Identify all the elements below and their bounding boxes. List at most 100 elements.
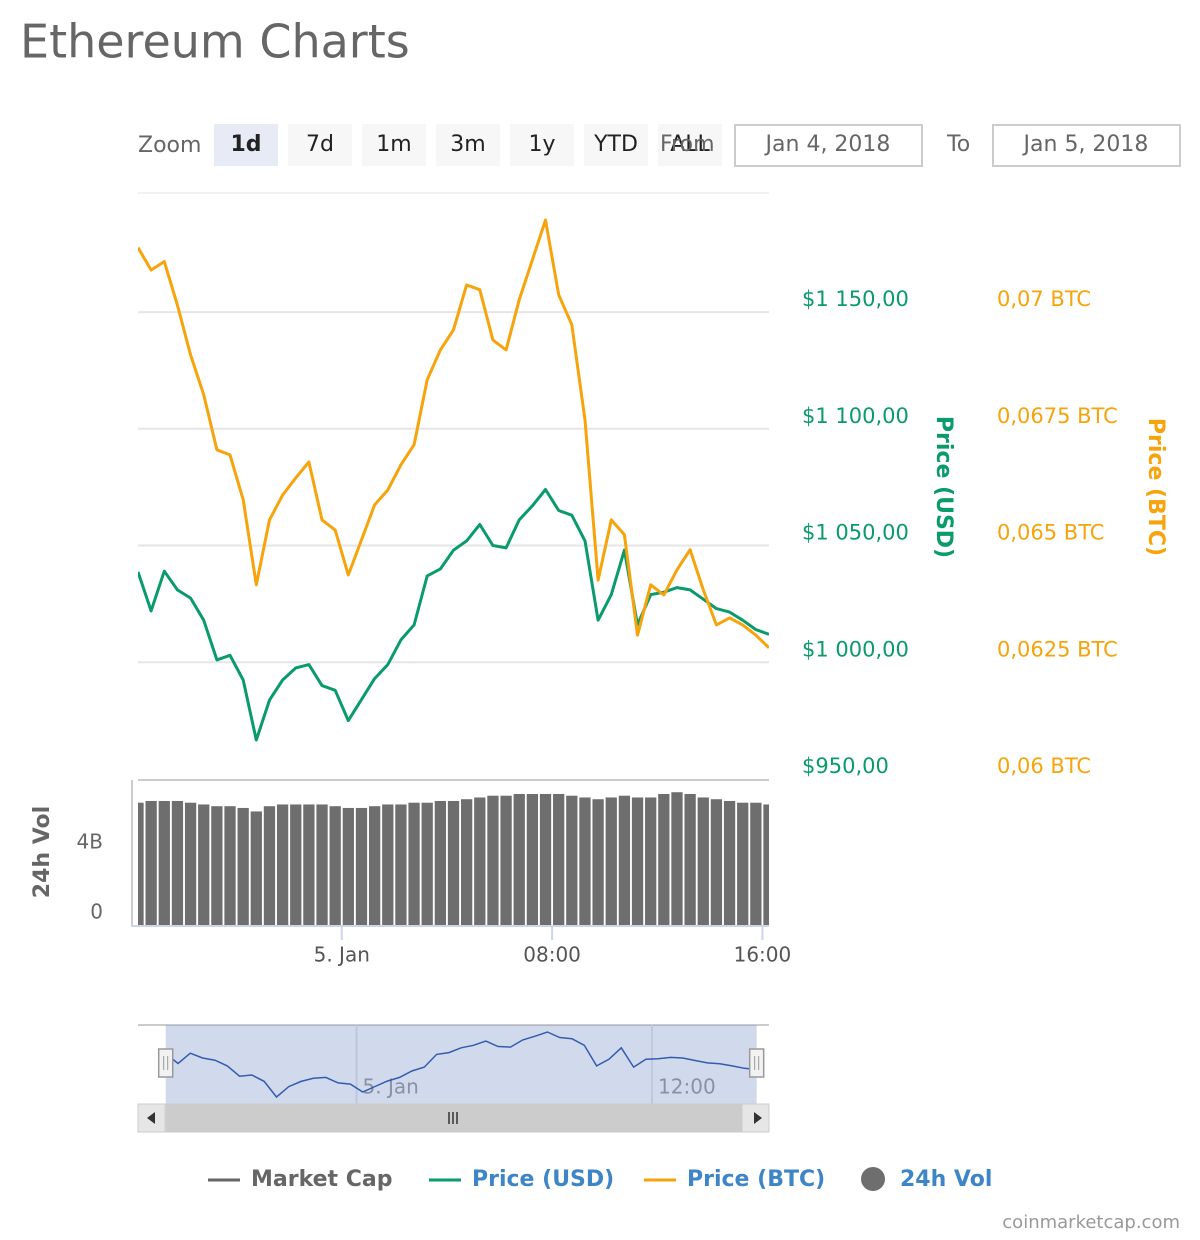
vol-bar bbox=[513, 793, 525, 925]
y2-tick-label: 0,07 BTC bbox=[997, 287, 1091, 311]
vol-bar bbox=[290, 804, 302, 925]
navigator-bg bbox=[138, 1025, 769, 1104]
vol-bar bbox=[763, 804, 769, 925]
zoom-button-bg bbox=[510, 124, 574, 166]
legend-item[interactable]: Market Cap bbox=[208, 1167, 392, 1192]
y-axis-title: Price (USD) bbox=[931, 416, 956, 558]
navigator-tick-label: 5. Jan bbox=[363, 1075, 419, 1099]
zoom-button-bg bbox=[288, 124, 352, 166]
vol-bar bbox=[237, 807, 249, 925]
y-tick-label: $1 150,00 bbox=[802, 287, 909, 311]
vol-bar bbox=[605, 797, 617, 925]
navigator-line bbox=[165, 1031, 757, 1099]
vol-axis-title: 24h Vol bbox=[30, 806, 55, 898]
x-tick-label: 16:00 bbox=[734, 943, 792, 967]
navigator-handle[interactable] bbox=[157, 1048, 174, 1078]
vol-bar bbox=[184, 802, 197, 925]
vol-bar bbox=[539, 793, 552, 925]
vol-bar bbox=[250, 811, 262, 925]
y-tick-label: $1 050,00 bbox=[802, 521, 909, 545]
x-tick-label: 5. Jan bbox=[314, 943, 370, 967]
handle-box bbox=[748, 1048, 765, 1078]
zoom-button[interactable]: 3m bbox=[436, 124, 500, 166]
zoom-button-bg bbox=[658, 124, 722, 166]
vol-bar bbox=[697, 797, 709, 925]
price-line bbox=[138, 218, 769, 649]
scrollbar-thumb[interactable] bbox=[165, 1104, 757, 1132]
to-label: To bbox=[946, 132, 970, 157]
vol-bar bbox=[737, 802, 749, 925]
vol-bar bbox=[408, 802, 420, 925]
zoom-label: Zoom bbox=[138, 133, 201, 158]
vol-bar bbox=[474, 797, 486, 925]
handle-box bbox=[157, 1048, 174, 1078]
vol-bar bbox=[592, 799, 604, 925]
zoom-button-bg bbox=[362, 124, 426, 166]
legend-item[interactable]: Price (USD) bbox=[429, 1167, 614, 1192]
vol-bar bbox=[198, 804, 210, 925]
to-date: Jan 5, 2018 bbox=[1022, 132, 1149, 157]
vol-bar bbox=[138, 802, 144, 925]
zoom-button[interactable]: ALL bbox=[658, 124, 722, 166]
legend-symbol bbox=[861, 1167, 885, 1191]
vol-bar bbox=[631, 797, 644, 925]
vol-bar bbox=[329, 806, 341, 925]
from-date: Jan 4, 2018 bbox=[764, 132, 891, 157]
y2-axis-title: Price (BTC) bbox=[1143, 418, 1168, 556]
zoom-button-bg bbox=[214, 124, 278, 166]
y-tick-label: $1 000,00 bbox=[802, 637, 909, 661]
vol-bar bbox=[710, 799, 723, 925]
vol-tick-label: 4B bbox=[77, 830, 103, 854]
zoom-button-label: YTD bbox=[593, 132, 638, 157]
legend-label: Price (BTC) bbox=[687, 1167, 825, 1192]
from-label: From bbox=[660, 132, 715, 157]
vol-bar bbox=[211, 806, 223, 925]
scroll-right-arrow bbox=[754, 1112, 762, 1124]
zoom-button-label: 1y bbox=[528, 132, 555, 157]
zoom-button-label: 3m bbox=[450, 132, 485, 157]
price-line bbox=[138, 488, 769, 742]
from-input[interactable] bbox=[734, 124, 923, 167]
vol-bar bbox=[447, 800, 460, 925]
vol-bar bbox=[500, 795, 512, 925]
plot-lines bbox=[138, 218, 769, 742]
zoom-button-label: 7d bbox=[306, 132, 334, 157]
vol-bar bbox=[526, 793, 539, 925]
vol-bar bbox=[671, 792, 683, 925]
vol-bar bbox=[355, 807, 368, 925]
vol-bar bbox=[303, 804, 315, 925]
zoom-button[interactable]: 1m bbox=[362, 124, 426, 166]
scroll-left-arrow bbox=[147, 1112, 155, 1124]
vol-tick-label: 0 bbox=[90, 900, 103, 924]
vol-bar bbox=[224, 806, 236, 925]
vol-bar bbox=[487, 795, 499, 925]
vol-bar bbox=[145, 800, 157, 925]
zoom-button[interactable]: YTD bbox=[584, 124, 648, 166]
legend-item[interactable]: 24h Vol bbox=[861, 1167, 992, 1192]
page-title: Ethereum Charts bbox=[20, 15, 410, 69]
zoom-button[interactable]: 7d bbox=[288, 124, 352, 166]
vol-bar bbox=[263, 806, 276, 925]
zoom-button[interactable]: 1d bbox=[214, 124, 278, 166]
navigator-tick-label: 12:00 bbox=[658, 1075, 716, 1099]
zoom-button[interactable]: 1y bbox=[510, 124, 574, 166]
navigator-selection bbox=[165, 1025, 757, 1104]
y2-tick-label: 0,0675 BTC bbox=[997, 404, 1118, 428]
zoom-button-label: ALL bbox=[670, 132, 710, 157]
legend-item[interactable]: Price (BTC) bbox=[644, 1167, 825, 1192]
zoom-button-bg bbox=[584, 124, 648, 166]
y2-tick-label: 0,065 BTC bbox=[997, 521, 1104, 545]
vol-bar bbox=[684, 793, 696, 925]
vol-bar bbox=[276, 804, 289, 925]
x-tick-label: 08:00 bbox=[523, 943, 581, 967]
legend-label: 24h Vol bbox=[900, 1167, 992, 1192]
navigator-handle[interactable] bbox=[748, 1048, 765, 1078]
vol-bar bbox=[645, 797, 657, 925]
to-input[interactable] bbox=[992, 124, 1181, 167]
y-tick-label: $1 100,00 bbox=[802, 404, 909, 428]
zoom-button-bg bbox=[436, 124, 500, 166]
vol-bar bbox=[750, 802, 762, 925]
zoom-button-label: 1d bbox=[230, 132, 261, 157]
